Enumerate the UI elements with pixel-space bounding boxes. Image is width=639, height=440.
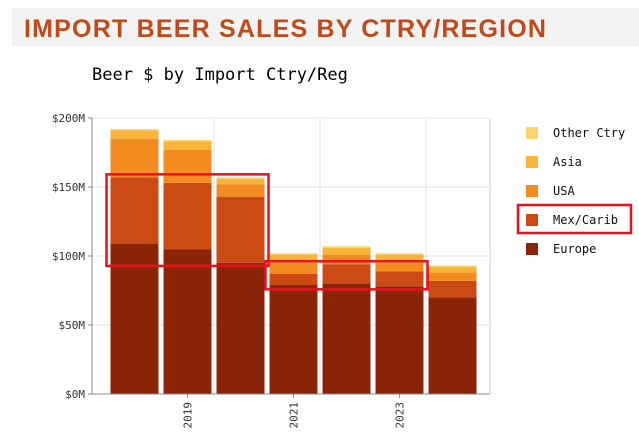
- legend-swatch-europe: [526, 243, 538, 255]
- bar-segment-usa: [375, 262, 424, 272]
- bar-segment-europe: [216, 262, 265, 394]
- bar-segment-other-ctry: [322, 246, 371, 248]
- legend-label-mex-carib: Mex/Carib: [553, 213, 618, 227]
- bar-segment-mex-carib: [269, 273, 318, 285]
- bar-segment-europe: [269, 284, 318, 394]
- chart-title: Beer $ by Import Ctry/Reg: [92, 65, 348, 85]
- legend-label-usa: USA: [553, 184, 575, 198]
- legend-label-other-ctry: Other Ctry: [553, 126, 625, 140]
- legend-swatch-asia: [526, 156, 538, 168]
- bar-segment-other-ctry: [216, 177, 265, 179]
- header-banner: IMPORT BEER SALES BY CTRY/REGION: [12, 8, 639, 46]
- bar-segment-asia: [163, 141, 212, 150]
- bar-segment-other-ctry: [110, 129, 159, 131]
- y-tick-label: $50M: [59, 319, 86, 332]
- bar-segment-other-ctry: [269, 253, 318, 255]
- bar-segment-usa: [216, 184, 265, 197]
- legend-highlight-box: [516, 203, 633, 235]
- x-tick-label: 2019: [182, 402, 195, 429]
- bar-segment-mex-carib: [110, 177, 159, 244]
- bar-segment-europe: [375, 286, 424, 394]
- highlight-box: [264, 260, 429, 291]
- bar-segment-europe: [428, 297, 477, 394]
- bar-segment-mex-carib: [375, 271, 424, 287]
- bar-segment-mex-carib: [216, 196, 265, 263]
- bar-segment-usa: [110, 138, 159, 178]
- legend-swatch-mex-carib: [526, 214, 538, 226]
- bar-segment-mex-carib: [163, 182, 212, 250]
- bar-segment-asia: [110, 130, 159, 139]
- y-tick-label: $150M: [52, 181, 85, 194]
- y-tick-label: $200M: [52, 112, 85, 125]
- y-tick-label: $100M: [52, 250, 85, 263]
- bar-segment-other-ctry: [428, 265, 477, 268]
- bar-segment-mex-carib: [428, 280, 477, 298]
- legend-swatch-usa: [526, 185, 538, 197]
- bar-segment-mex-carib: [322, 264, 371, 284]
- legend-swatch-other-ctry: [526, 127, 538, 139]
- y-tick-label: $0M: [65, 388, 85, 401]
- bar-segment-asia: [375, 254, 424, 263]
- bar-segment-asia: [216, 178, 265, 185]
- highlight-box: [105, 173, 270, 268]
- bar-segment-europe: [110, 243, 159, 394]
- bar-segment-usa: [269, 262, 318, 274]
- bar-segment-usa: [163, 149, 212, 183]
- page-title: IMPORT BEER SALES BY CTRY/REGION: [24, 15, 548, 43]
- bar-segment-other-ctry: [375, 253, 424, 255]
- bar-segment-europe: [322, 283, 371, 394]
- x-tick-label: 2023: [394, 402, 407, 429]
- legend-label-asia: Asia: [553, 155, 582, 169]
- bar-segment-other-ctry: [163, 140, 212, 142]
- x-tick-label: 2021: [288, 402, 301, 429]
- legend-label-europe: Europe: [553, 242, 596, 256]
- bar-segment-europe: [163, 249, 212, 394]
- bar-segment-asia: [428, 267, 477, 273]
- bar-segment-usa: [322, 254, 371, 265]
- bar-segment-asia: [322, 247, 371, 255]
- bar-segment-usa: [428, 272, 477, 281]
- bar-segment-asia: [269, 254, 318, 263]
